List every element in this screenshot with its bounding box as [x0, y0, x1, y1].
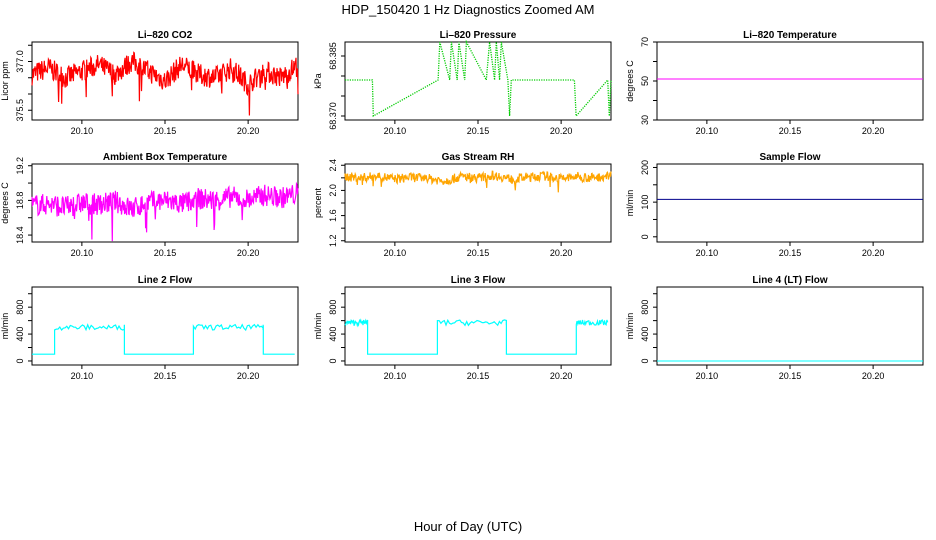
- y-tick-label: 1.2: [328, 234, 338, 247]
- x-tick-label: 20.20: [550, 371, 573, 381]
- plot-frame: [344, 41, 612, 121]
- x-tick-label: 20.15: [467, 248, 490, 258]
- y-axis-label: percent: [313, 187, 323, 218]
- y-tick-label: 30: [640, 115, 650, 125]
- series-line: [31, 181, 299, 242]
- y-axis-label: ml/min: [0, 313, 10, 340]
- x-tick-label: 20.10: [384, 126, 407, 136]
- y-tick-label: 2.0: [328, 184, 338, 197]
- y-tick-label: 1.6: [328, 209, 338, 222]
- panel-title: Line 4 (LT) Flow: [752, 275, 828, 286]
- panel-title: Line 3 Flow: [451, 275, 506, 286]
- y-tick-label: 68.370: [328, 102, 338, 130]
- x-tick-label: 20.20: [550, 248, 573, 258]
- plot-frame: [656, 41, 924, 121]
- panel-5: Sample Flow ml/min 20.10 20.15 20.20 0 100 200: [625, 152, 924, 258]
- x-tick-label: 20.20: [862, 371, 885, 381]
- y-tick-label: 800: [640, 300, 650, 315]
- series-line: [344, 318, 609, 355]
- panel-4: Gas Stream RH percent 20.10 20.15 20.20 1.2 1.…: [313, 152, 612, 258]
- x-tick-label: 20.10: [384, 248, 407, 258]
- x-axis-label: Hour of Day (UTC): [414, 519, 522, 534]
- panel-8: Line 4 (LT) Flow ml/min 20.10 20.15 20.20 0 40…: [625, 275, 924, 381]
- x-tick-label: 20.20: [862, 126, 885, 136]
- x-tick-label: 20.15: [779, 371, 802, 381]
- y-tick-label: 19.2: [15, 157, 25, 175]
- y-tick-label: 800: [15, 300, 25, 315]
- x-tick-label: 20.15: [779, 126, 802, 136]
- x-tick-label: 20.15: [779, 248, 802, 258]
- panel-title: Li–820 CO2: [138, 30, 193, 41]
- panel-2: Li–820 Temperature degrees C 20.10 20.15 20.…: [625, 30, 924, 136]
- plot-frame: [344, 286, 612, 366]
- y-tick-label: 400: [328, 327, 338, 342]
- x-tick-label: 20.10: [696, 371, 719, 381]
- panel-title: Li–820 Temperature: [743, 30, 837, 41]
- figure-title: HDP_150420 1 Hz Diagnostics Zoomed AM: [342, 2, 595, 17]
- x-tick-label: 20.10: [71, 126, 94, 136]
- panel-6: Line 2 Flow ml/min 20.10 20.15 20.20 0 400 800: [0, 275, 299, 381]
- panel-title: Sample Flow: [759, 152, 820, 163]
- y-tick-label: 50: [640, 76, 650, 86]
- x-tick-label: 20.15: [154, 248, 177, 258]
- x-tick-label: 20.10: [696, 248, 719, 258]
- panel-title: Gas Stream RH: [442, 152, 515, 163]
- y-tick-label: 0: [640, 358, 650, 363]
- x-tick-label: 20.15: [154, 126, 177, 136]
- series-line: [345, 39, 612, 118]
- y-tick-label: 70: [640, 37, 650, 47]
- x-tick-label: 20.10: [71, 371, 94, 381]
- y-axis-label: degrees C: [0, 182, 10, 224]
- panel-title: Ambient Box Temperature: [103, 152, 228, 163]
- y-axis-label: kPa: [313, 73, 323, 89]
- y-tick-label: 2.4: [328, 159, 338, 172]
- x-tick-label: 20.20: [237, 248, 260, 258]
- y-tick-label: 0: [640, 234, 650, 239]
- y-tick-label: 100: [640, 195, 650, 210]
- plot-frame: [656, 286, 924, 366]
- y-axis-label: degrees C: [625, 60, 635, 102]
- x-tick-label: 20.15: [154, 371, 177, 381]
- y-tick-label: 18.4: [15, 226, 25, 244]
- series-line: [344, 170, 612, 193]
- y-tick-label: 800: [328, 300, 338, 315]
- y-axis-label: Licor ppm: [0, 61, 10, 101]
- panel-title: Li–820 Pressure: [440, 30, 517, 41]
- y-axis-label: ml/min: [313, 313, 323, 340]
- y-tick-label: 68.385: [328, 42, 338, 70]
- plot-frame: [656, 163, 924, 243]
- series-line: [31, 51, 299, 116]
- panel-1: Li–820 Pressure kPa 20.10 20.15 20.20 68.370 6…: [313, 30, 612, 136]
- y-axis-label: ml/min: [625, 313, 635, 340]
- x-tick-label: 20.15: [467, 371, 490, 381]
- x-tick-label: 20.20: [862, 248, 885, 258]
- series-line: [32, 323, 295, 355]
- y-axis-label: ml/min: [625, 190, 635, 217]
- panel-grid: Li–820 CO2 Licor ppm 20.10 20.15 20.20 375.5 3…: [0, 30, 924, 381]
- y-tick-label: 200: [640, 160, 650, 175]
- y-tick-label: 0: [15, 358, 25, 363]
- y-tick-label: 18.8: [15, 192, 25, 210]
- x-tick-label: 20.10: [71, 248, 94, 258]
- panel-3: Ambient Box Temperature degrees C 20.10 20.…: [0, 152, 299, 258]
- panel-0: Li–820 CO2 Licor ppm 20.10 20.15 20.20 375.5 3…: [0, 30, 299, 136]
- x-tick-label: 20.20: [237, 371, 260, 381]
- x-tick-label: 20.15: [467, 126, 490, 136]
- x-tick-label: 20.10: [384, 371, 407, 381]
- y-tick-label: 400: [15, 327, 25, 342]
- y-tick-label: 377.0: [15, 50, 25, 73]
- panel-title: Line 2 Flow: [138, 275, 193, 286]
- x-tick-label: 20.20: [550, 126, 573, 136]
- panel-7: Line 3 Flow ml/min 20.10 20.15 20.20 0 400 800: [313, 275, 612, 381]
- y-tick-label: 400: [640, 327, 650, 342]
- y-tick-label: 0: [328, 358, 338, 363]
- y-tick-label: 375.5: [15, 99, 25, 122]
- x-tick-label: 20.10: [696, 126, 719, 136]
- x-tick-label: 20.20: [237, 126, 260, 136]
